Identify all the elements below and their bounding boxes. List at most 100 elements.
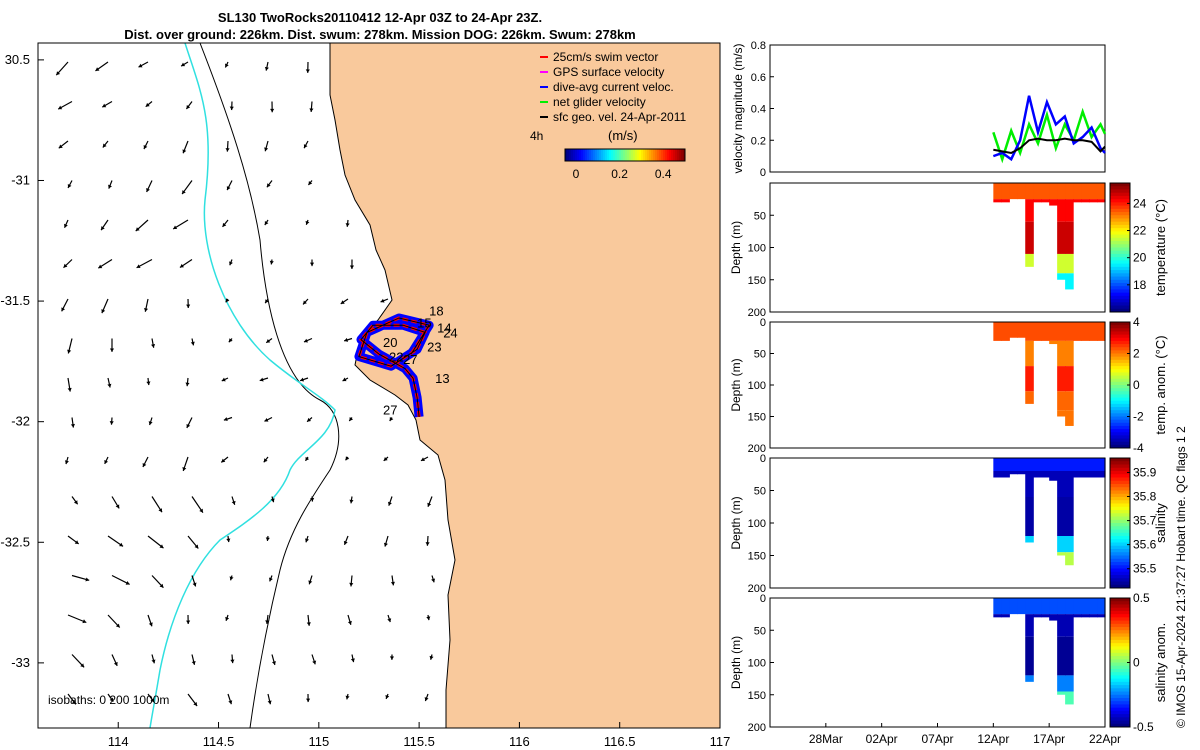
panel-colorbar-segment bbox=[1110, 707, 1130, 712]
heatmap-cell bbox=[1081, 199, 1090, 203]
heatmap-cell bbox=[1081, 598, 1090, 615]
panel-colorbar-segment bbox=[1110, 400, 1130, 405]
day-label: 27 bbox=[383, 402, 397, 417]
current-arrow-head bbox=[146, 188, 150, 193]
panel-colorbar-segment bbox=[1110, 325, 1130, 329]
panel-colorbar-segment bbox=[1110, 403, 1130, 408]
panel-colorbar-segment bbox=[1110, 429, 1130, 433]
panel-colorbar-segment bbox=[1110, 720, 1130, 725]
panel-colorbar-segment bbox=[1110, 487, 1130, 491]
heatmap-cell bbox=[1057, 366, 1066, 392]
current-arrow-head bbox=[148, 421, 153, 426]
panel-colorbar-segment bbox=[1110, 334, 1130, 339]
heatmap-cell bbox=[1001, 471, 1010, 478]
depth-tick-label: 100 bbox=[748, 380, 766, 392]
heatmap-cell bbox=[1017, 322, 1026, 338]
map-y-axis: 30.5 -31 -31.5 -32 -32.5 -33 bbox=[0, 52, 44, 670]
time-tick-label: 22Apr bbox=[1089, 732, 1121, 746]
panel-colorbar-segment bbox=[1110, 542, 1130, 547]
colorbar-segment bbox=[655, 149, 658, 161]
colorbar-segment bbox=[573, 149, 576, 161]
colorbar-tick-label: -2 bbox=[1133, 410, 1144, 424]
current-arrow-head bbox=[349, 265, 355, 269]
colorbar-segment bbox=[595, 149, 598, 161]
depth-axis-label: Depth (m) bbox=[729, 358, 743, 411]
current-arrow-head bbox=[269, 260, 274, 265]
current-arrow-head bbox=[305, 538, 309, 543]
colorbar-label: salinity anom. bbox=[1153, 623, 1168, 702]
heatmap-cell bbox=[1057, 471, 1066, 497]
chart-title-line1: SL130 TwoRocks20110412 12-Apr 03Z to 24-… bbox=[217, 10, 543, 25]
heatmap-cell bbox=[1057, 552, 1066, 556]
colorbar-segment bbox=[675, 149, 678, 161]
panel-colorbar-segment bbox=[1110, 571, 1130, 576]
current-arrow-head bbox=[300, 377, 305, 382]
panel-colorbar-frame bbox=[1109, 457, 1131, 589]
panel-colorbar-segment bbox=[1110, 471, 1130, 475]
heatmap-cell bbox=[993, 471, 1002, 478]
panel-colorbar-segment bbox=[1110, 419, 1130, 424]
current-arrow-head bbox=[383, 456, 388, 461]
current-arrow-head bbox=[343, 540, 348, 545]
current-arrow-head bbox=[145, 102, 150, 107]
panel-colorbar-segment bbox=[1110, 601, 1130, 605]
colorbar-segment bbox=[645, 149, 648, 161]
depth-tick-label: 200 bbox=[748, 443, 766, 455]
panel-colorbar-segment bbox=[1110, 247, 1130, 252]
heatmap-cell bbox=[1009, 471, 1018, 475]
colorbar-frame bbox=[564, 148, 686, 162]
heatmap-cell bbox=[1001, 322, 1010, 341]
panel-colorbar-segment bbox=[1110, 578, 1130, 582]
time-tick-label: 17Apr bbox=[1033, 732, 1065, 746]
velocity-series-line bbox=[992, 95, 1106, 162]
colorbar-segment bbox=[659, 149, 662, 161]
colorbar-segment bbox=[569, 149, 572, 161]
panel-colorbar-segment bbox=[1110, 659, 1130, 663]
panel-colorbar-segment bbox=[1110, 558, 1130, 563]
current-arrow-head bbox=[73, 500, 78, 505]
panel-colorbar-segment bbox=[1110, 681, 1130, 686]
heatmap-cell bbox=[1081, 183, 1090, 200]
panel-colorbar-segment bbox=[1110, 627, 1130, 631]
panel-colorbar-segment bbox=[1110, 506, 1130, 511]
current-arrow-head bbox=[226, 538, 231, 543]
heatmap-cell bbox=[1097, 199, 1106, 203]
current-arrow-head bbox=[427, 502, 432, 507]
current-arrow-head bbox=[146, 381, 151, 386]
isobath-200m bbox=[199, 43, 340, 728]
heatmap-cell bbox=[1065, 675, 1074, 692]
current-arrow-head bbox=[113, 661, 118, 666]
heatmap-cell bbox=[1025, 614, 1034, 637]
heatmap-cell bbox=[1033, 183, 1042, 200]
current-arrow-head bbox=[429, 655, 434, 660]
panel-colorbar-segment bbox=[1110, 477, 1130, 482]
current-arrow-head bbox=[186, 620, 191, 625]
heatmap-cell bbox=[1089, 598, 1098, 615]
current-arrow-head bbox=[64, 460, 69, 465]
heatmap-cell bbox=[1033, 322, 1042, 341]
colorbar-segment bbox=[599, 149, 602, 161]
day-label: 22 bbox=[389, 349, 403, 364]
colorbar-label: salinity bbox=[1153, 503, 1168, 543]
panel-colorbar-segment bbox=[1110, 529, 1130, 534]
current-arrow-head bbox=[309, 262, 315, 267]
panel-colorbar-segment bbox=[1110, 584, 1130, 589]
map-y-tick-label: -31.5 bbox=[0, 293, 30, 308]
heatmap-cell bbox=[1097, 614, 1106, 618]
current-arrow-head bbox=[231, 500, 236, 505]
panel-colorbar-segment bbox=[1110, 250, 1130, 255]
legend-label: dive-avg current veloc. bbox=[553, 80, 674, 94]
depth-tick-label: 50 bbox=[754, 625, 766, 637]
panel-colorbar-segment bbox=[1110, 697, 1130, 702]
land-area bbox=[329, 43, 720, 728]
current-arrow-head bbox=[264, 66, 269, 71]
day-label: 27 bbox=[403, 352, 417, 367]
depth-tick-label: 0 bbox=[760, 317, 766, 329]
current-arrow-head bbox=[74, 540, 79, 544]
panel-colorbar-segment bbox=[1110, 649, 1130, 654]
heatmap-cell bbox=[1057, 675, 1066, 692]
current-arrow-head bbox=[431, 578, 436, 583]
heatmap-cell bbox=[1009, 598, 1018, 615]
current-arrow-head bbox=[82, 619, 87, 624]
panel-colorbar-segment bbox=[1110, 639, 1130, 644]
